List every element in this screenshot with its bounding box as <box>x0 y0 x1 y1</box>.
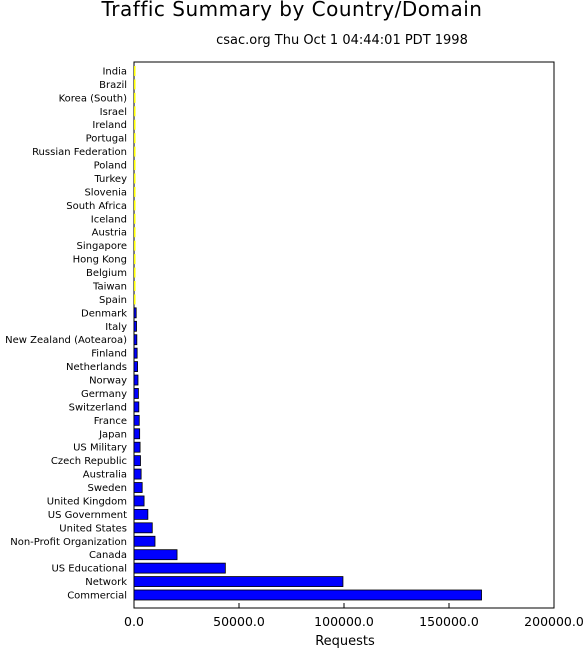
category-label: Israel <box>100 107 127 118</box>
bar <box>134 280 136 291</box>
category-label: Finland <box>91 349 127 360</box>
category-label: Czech Republic <box>51 456 127 467</box>
bar <box>134 173 136 184</box>
plot-frame <box>133 61 555 609</box>
bar <box>133 589 482 601</box>
category-label: Denmark <box>81 308 127 319</box>
bar <box>133 388 139 399</box>
category-label: Brazil <box>99 80 127 91</box>
category-label: Russian Federation <box>32 147 127 158</box>
bar <box>133 334 138 346</box>
bar <box>133 414 140 426</box>
bar <box>133 549 178 561</box>
bar <box>134 79 136 90</box>
chart-subtitle: csac.org Thu Oct 1 04:44:01 PDT 1998 <box>216 33 468 48</box>
bar <box>134 213 136 224</box>
bar <box>134 106 136 117</box>
category-label: Portugal <box>86 134 127 145</box>
x-tick-label: 200000.0 <box>524 614 584 629</box>
bar <box>134 146 136 157</box>
category-label: Slovenia <box>84 187 127 198</box>
bar <box>133 320 137 332</box>
category-label: Singapore <box>77 241 127 252</box>
category-label: Austria <box>92 228 127 239</box>
bar <box>133 482 143 493</box>
category-label: Germany <box>81 389 127 400</box>
category-label: US Educational <box>51 564 127 575</box>
bar <box>133 401 140 413</box>
category-label: Non-Profit Organization <box>10 537 127 548</box>
bar <box>133 522 153 534</box>
x-axis-title: Requests <box>315 634 375 649</box>
x-tick-label: 100000.0 <box>314 614 374 629</box>
bar <box>133 428 141 440</box>
category-label: Norway <box>89 376 127 387</box>
category-label: Belgium <box>86 268 127 279</box>
category-label: Netherlands <box>66 362 127 373</box>
bar <box>134 240 136 251</box>
bar <box>133 361 138 372</box>
category-label: Poland <box>94 161 127 172</box>
category-label: France <box>94 416 127 427</box>
category-label: Canada <box>89 550 127 561</box>
category-label: Iceland <box>91 214 127 225</box>
category-label: Italy <box>105 322 127 333</box>
category-label: India <box>102 67 127 78</box>
bar <box>134 119 136 130</box>
bar <box>133 347 138 359</box>
category-labels: India Brazil Korea (South) Israel Ireland Por… <box>5 67 127 602</box>
category-label: Switzerland <box>69 402 127 413</box>
bar <box>134 267 136 278</box>
bar <box>133 441 141 453</box>
bar <box>134 294 136 305</box>
bar <box>133 562 226 574</box>
bar <box>133 468 142 480</box>
category-label: Japan <box>98 429 127 440</box>
category-label: US Government <box>48 510 127 521</box>
category-label: Hong Kong <box>73 255 127 266</box>
x-tick-label: 0.0 <box>124 614 144 629</box>
bar <box>133 374 139 386</box>
category-label: Turkey <box>93 174 127 185</box>
category-label: Australia <box>83 470 127 481</box>
category-label: Ireland <box>92 120 127 131</box>
bar <box>133 508 149 520</box>
bar <box>134 160 136 171</box>
bar <box>133 535 156 547</box>
bar <box>133 576 344 587</box>
bar <box>133 495 145 507</box>
category-label: US Military <box>73 443 127 454</box>
category-label: South Africa <box>66 201 127 212</box>
chart-title: Traffic Summary by Country/Domain <box>101 0 483 21</box>
category-label: Taiwan <box>92 281 127 292</box>
bar <box>134 186 136 197</box>
bar <box>134 92 136 103</box>
category-label: Spain <box>99 295 127 306</box>
bar <box>134 254 136 265</box>
category-label: Commercial <box>67 591 127 602</box>
category-label: New Zealand (Aotearoa) <box>5 335 127 346</box>
bar <box>133 455 141 467</box>
bars-group <box>133 66 482 601</box>
x-tick-label: 50000.0 <box>213 614 265 629</box>
category-label: Sweden <box>87 483 127 494</box>
bar <box>134 200 136 211</box>
bar <box>134 227 136 238</box>
category-label: United States <box>59 523 127 534</box>
category-label: United Kingdom <box>47 496 127 507</box>
category-label: Network <box>85 577 127 588</box>
category-label: Korea (South) <box>59 93 127 104</box>
x-tick-label: 150000.0 <box>419 614 479 629</box>
x-axis-ticks: 0.0 50000.0 100000.0 150000.0 200000.0 <box>124 603 584 629</box>
bar <box>134 133 136 144</box>
bar <box>133 307 137 319</box>
bar <box>134 66 136 76</box>
